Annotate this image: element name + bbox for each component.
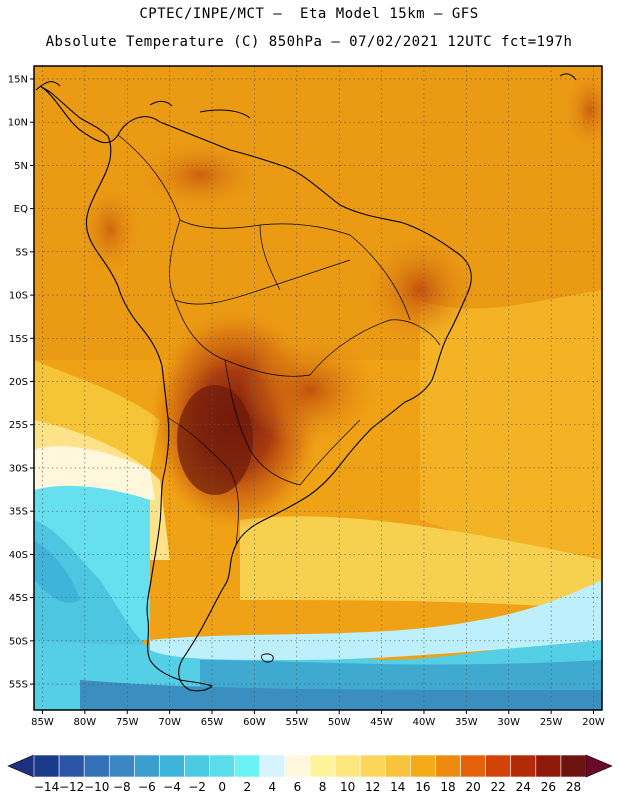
lat-label: 10S [9, 291, 28, 302]
central-america-coastline [35, 73, 577, 119]
colorbar-label: 12 [365, 780, 380, 794]
lat-label: 40S [9, 550, 28, 561]
colorbar-swatch [159, 754, 185, 778]
temperature-field [34, 66, 602, 710]
colorbar-label: 16 [415, 780, 430, 794]
colorbar-label: −8 [113, 780, 131, 794]
colorbar-swatch [359, 754, 386, 778]
lon-label: 75W [116, 717, 139, 728]
colorbar-label: −4 [163, 780, 181, 794]
colorbar-label: 22 [491, 780, 506, 794]
colorbar-swatch [460, 754, 486, 778]
map-title-line2: Absolute Temperature (C) 850hPa – 07/02/… [45, 34, 573, 50]
colorbar-label: −14 [34, 780, 59, 794]
lat-label: 55S [9, 680, 28, 691]
lon-label: 45W [370, 717, 393, 728]
lat-label: 35S [9, 507, 28, 518]
colorbar-swatch [485, 754, 512, 778]
lat-label: 5S [15, 247, 28, 258]
colorbar-swatch [309, 754, 336, 778]
lat-label: 30S [9, 463, 28, 474]
colorbar-label: 4 [269, 780, 277, 794]
lon-label: 30W [497, 717, 520, 728]
colorbar-swatch [384, 754, 411, 778]
colorbar-label: 8 [319, 780, 327, 794]
colorbar-low-arrow [7, 754, 35, 778]
colorbar-swatch [134, 754, 160, 778]
lon-label: 80W [74, 717, 97, 728]
colorbar-swatch [259, 754, 286, 778]
colorbar-swatch [334, 754, 361, 778]
lon-label: 70W [158, 717, 181, 728]
colorbar-swatch [234, 754, 261, 778]
lat-label: 25S [9, 420, 28, 431]
lat-label: 15S [9, 334, 28, 345]
lat-label: EQ [14, 204, 28, 215]
map-title-line1: CPTEC/INPE/MCT – Eta Model 15km – GFS [139, 6, 479, 22]
lon-label: 20W [582, 717, 605, 728]
colorbar-label: 10 [340, 780, 355, 794]
colorbar-swatch [209, 754, 236, 778]
colorbar-label: 26 [541, 780, 556, 794]
lon-label: 35W [455, 717, 478, 728]
lat-label: 10N [8, 118, 28, 129]
colorbar-label: 18 [440, 780, 455, 794]
lon-label: 25W [540, 717, 563, 728]
colorbar-label: 2 [243, 780, 251, 794]
lon-label: 50W [328, 717, 351, 728]
lat-label: 45S [9, 593, 28, 604]
lat-label: 15N [8, 74, 28, 85]
colorbar: −14 −12 −10 −8 −6 −4 −2 0 2 4 6 8 10 12 14 16 18 20 22 24 26… [7, 754, 613, 794]
longitude-axis: 85W 80W 75W 70W 65W 60W 55W 50W 45W 40W 35W 30W 25W 2… [31, 710, 605, 728]
colorbar-label: −2 [188, 780, 206, 794]
colorbar-swatch [58, 754, 85, 778]
colorbar-swatch [435, 754, 461, 778]
colorbar-label: 20 [465, 780, 480, 794]
colorbar-swatch [560, 754, 587, 778]
south-america-coastline [39, 85, 472, 692]
lat-label: 5N [14, 161, 28, 172]
lon-label: 55W [285, 717, 308, 728]
lon-label: 85W [31, 717, 54, 728]
map-frame [33, 65, 603, 711]
latitude-axis: 15N 10N 5N EQ 5S 10S 15S 20S 25S 30S 35S 40S 45S 50S 5… [8, 74, 34, 691]
colorbar-swatch [184, 754, 210, 778]
colorbar-high-arrow [585, 754, 613, 778]
falklands [261, 653, 274, 663]
colorbar-swatch [108, 754, 135, 778]
colorbar-label: −6 [138, 780, 156, 794]
colorbar-swatch [535, 754, 562, 778]
colorbar-swatch [410, 754, 436, 778]
colorbar-label: 14 [390, 780, 405, 794]
country-borders [117, 134, 441, 546]
colorbar-label: −12 [59, 780, 84, 794]
lon-label: 65W [201, 717, 224, 728]
colorbar-swatch [284, 754, 311, 778]
lat-label: 20S [9, 377, 28, 388]
lon-label: 40W [413, 717, 436, 728]
colorbar-swatch [83, 754, 110, 778]
lon-label: 60W [243, 717, 266, 728]
lat-label: 50S [9, 636, 28, 647]
colorbar-label: 0 [218, 780, 226, 794]
colorbar-label: 6 [294, 780, 302, 794]
colorbar-swatch [510, 754, 537, 778]
colorbar-label: 28 [566, 780, 581, 794]
colorbar-label: 24 [516, 780, 531, 794]
colorbar-swatch [33, 754, 60, 778]
lat-lon-grid [34, 66, 602, 710]
colorbar-label: −10 [84, 780, 109, 794]
